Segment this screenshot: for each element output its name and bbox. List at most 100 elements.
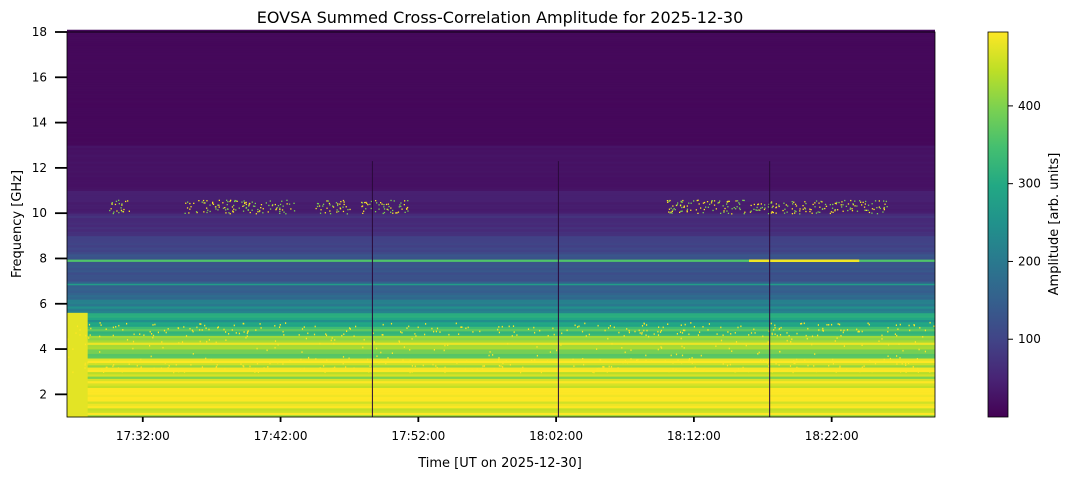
freq-band [67,244,935,248]
burst-speckle [829,212,831,215]
burst-speckle [755,209,757,211]
rfi-speckle [796,358,798,361]
burst-speckle [326,200,328,202]
burst-speckle [723,210,725,212]
rfi-speckle [402,359,404,361]
burst-speckle [248,202,251,205]
burst-speckle [719,200,721,202]
burst-speckle [395,212,397,214]
rfi-speckle [169,361,171,363]
rfi-speckle [498,359,500,361]
rfi-speckle [630,349,632,351]
burst-speckle [871,208,874,210]
burst-speckle [407,200,409,202]
rfi-speckle [249,368,251,370]
burst-speckle [686,211,688,213]
burst-speckle [799,208,801,210]
freq-band [67,165,935,169]
rfi-speckle [72,348,74,350]
rfi-speckle [460,326,462,328]
freq-band [67,267,935,271]
freq-band [67,88,935,92]
rfi-speckle [556,370,558,372]
rfi-speckle [411,338,413,340]
rfi-speckle [793,360,795,362]
rfi-speckle [618,331,620,334]
rfi-speckle [840,335,842,337]
rfi-speckle [839,323,841,326]
rfi-speckle [68,356,70,358]
rfi-speckle [869,360,871,362]
rfi-speckle [916,358,918,360]
freq-band [67,306,935,309]
rfi-speckle [343,333,345,335]
burst-speckle [705,206,707,208]
rfi-speckle [189,327,191,330]
burst-speckle [749,211,752,213]
freq-band [67,317,935,321]
burst-speckle [802,208,804,210]
burst-speckle [385,203,388,206]
rfi-speckle [658,326,660,328]
burst-speckle [326,207,328,209]
freq-band [67,287,935,291]
burst-speckle [329,213,332,215]
rfi-speckle [839,367,841,369]
rfi-speckle [228,333,230,335]
rfi-speckle [72,371,74,374]
burst-speckle [878,206,880,208]
rfi-speckle [913,324,915,327]
burst-speckle [671,212,673,214]
rfi-speckle [609,325,611,327]
burst-speckle [235,209,237,211]
burst-speckle [763,208,766,211]
rfi-speckle [341,334,343,337]
rfi-speckle [793,362,795,364]
burst-speckle [829,204,831,206]
rfi-speckle [899,323,901,326]
rfi-speckle [775,362,777,365]
freq-band [67,301,935,305]
rfi-speckle [750,332,753,334]
rfi-speckle [249,365,251,368]
burst-speckle [683,206,685,208]
rfi-speckle [342,362,344,365]
rfi-speckle [774,326,776,329]
burst-speckle [238,207,240,209]
burst-speckle [113,211,115,213]
rfi-speckle [638,329,640,332]
burst-speckle [252,205,255,207]
freq-band [67,326,935,330]
burst-speckle [682,199,684,202]
freq-band [67,161,935,164]
burst-speckle [805,210,807,213]
rfi-speckle [334,339,336,341]
burst-speckle [277,205,280,207]
freq-band [67,140,935,144]
burst-speckle [401,208,403,210]
freq-band [67,260,935,264]
rfi-speckle [330,339,332,342]
y-tick-label: 14 [32,116,47,130]
rfi-speckle [728,347,730,350]
burst-speckle [672,209,674,211]
rfi-speckle [114,360,116,362]
burst-speckle [834,210,836,212]
freq-band [67,115,935,119]
x-tick-label: 17:32:00 [116,429,170,443]
rfi-speckle [285,322,287,324]
rfi-speckle [599,359,601,361]
burst-speckle [791,213,794,215]
burst-speckle [380,202,382,204]
burst-speckle [681,201,683,203]
rfi-speckle [796,369,798,372]
burst-speckle [695,209,697,211]
freq-band [67,342,935,345]
freq-band [67,340,935,343]
burst-speckle [799,210,801,212]
rfi-speckle [836,337,838,339]
rfi-speckle [255,368,257,370]
rfi-speckle [761,361,763,364]
burst-speckle [231,206,234,208]
